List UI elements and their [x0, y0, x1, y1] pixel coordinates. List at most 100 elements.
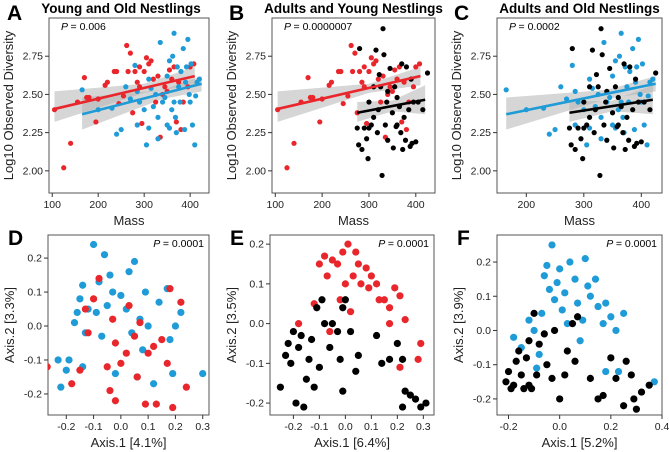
point-adults	[315, 363, 323, 371]
point-young	[349, 68, 356, 75]
panel-a: 100 200 300 400 2.00 2.25 2.50 2.75 Mass Log10 Ob…	[1, 1, 210, 228]
point-old	[650, 378, 658, 386]
point-adults	[359, 146, 365, 153]
point-old	[645, 93, 651, 99]
point-old	[650, 76, 656, 82]
point-old	[169, 369, 177, 378]
point-young	[76, 366, 84, 374]
point-old	[155, 114, 161, 120]
panel-letter: F	[457, 227, 470, 250]
point-adults	[346, 327, 355, 336]
point-old	[533, 364, 541, 372]
point-adults	[517, 371, 525, 379]
point-adults	[598, 26, 604, 32]
panel-letter: A	[7, 2, 22, 25]
point-old	[572, 88, 578, 94]
point-adults	[575, 125, 581, 131]
point-old	[189, 122, 196, 128]
point-old	[186, 91, 192, 98]
point-adults	[420, 107, 426, 113]
point-young	[125, 302, 133, 310]
point-old	[164, 73, 170, 79]
x-tick-label: 100	[43, 199, 61, 211]
point-young	[354, 260, 362, 268]
point-young	[344, 240, 352, 248]
point-adults	[289, 327, 297, 336]
point-young	[132, 68, 138, 75]
point-old	[196, 76, 202, 82]
y-tick-label: 0.0	[476, 325, 491, 337]
point-old	[561, 289, 569, 297]
point-adults	[399, 61, 405, 67]
y-tick-label: 0.2	[27, 253, 42, 265]
point-adults	[389, 110, 395, 116]
point-old	[171, 99, 177, 105]
point-old	[591, 275, 600, 283]
point-adults	[297, 331, 305, 340]
x-axis-label: Mass	[113, 213, 145, 228]
p-symbol: P	[284, 21, 294, 33]
point-old	[79, 281, 87, 289]
point-young	[162, 84, 168, 90]
point-adults	[548, 374, 556, 382]
point-adults	[550, 326, 559, 335]
point-young	[359, 79, 365, 85]
point-young	[392, 67, 398, 73]
point-adults	[398, 355, 407, 363]
point-adults	[632, 405, 641, 413]
panel-letter: B	[229, 2, 244, 25]
point-young	[372, 280, 381, 288]
point-young	[317, 119, 323, 125]
point-old	[172, 114, 179, 120]
point-young	[336, 296, 344, 304]
point-adults	[352, 367, 360, 375]
point-old	[103, 302, 111, 310]
point-old	[620, 114, 626, 120]
point-old	[612, 326, 620, 335]
point-old	[620, 309, 628, 317]
point-adults	[354, 125, 360, 131]
point-adults	[392, 84, 398, 90]
plot-frame	[496, 234, 663, 416]
point-old	[139, 346, 147, 354]
point-old	[573, 299, 582, 307]
x-tick-label: 400	[633, 199, 651, 211]
point-old	[132, 62, 138, 68]
point-young	[403, 126, 410, 133]
point-adults	[653, 70, 659, 76]
point-old	[73, 308, 81, 317]
point-old	[579, 316, 587, 324]
y-tick-label: 0.1	[27, 287, 42, 299]
p-value-number: = 0.0000007	[294, 21, 353, 33]
point-young	[81, 305, 89, 313]
x-tick-label: 300	[360, 199, 378, 211]
point-adults	[568, 320, 577, 328]
point-young	[341, 280, 349, 288]
point-adults	[584, 122, 590, 128]
point-adults	[364, 136, 370, 142]
point-adults	[615, 94, 621, 101]
panel-b: 100 200 300 400 2.00 2.25 2.50 2.75 Mass Log10 Ob…	[224, 1, 443, 228]
point-adults	[354, 351, 362, 359]
x-tick-label: 0.1	[364, 421, 379, 433]
point-adults	[368, 122, 374, 128]
point-adults	[294, 343, 303, 352]
point-old	[609, 122, 616, 128]
point-adults	[310, 383, 318, 391]
point-young	[284, 165, 290, 171]
point-adults	[556, 395, 564, 403]
point-old	[639, 61, 646, 67]
point-young	[163, 359, 171, 367]
point-adults	[533, 371, 541, 379]
point-young	[48, 363, 51, 371]
point-adults	[424, 70, 431, 76]
point-old	[177, 99, 183, 105]
point-adults	[372, 331, 381, 340]
point-adults	[571, 357, 579, 365]
regression-line-old	[81, 82, 202, 116]
point-adults	[320, 320, 329, 328]
point-adults	[398, 130, 404, 136]
point-adults	[381, 52, 387, 58]
x-tick-label: 0.0	[552, 421, 567, 433]
point-old	[164, 122, 170, 128]
